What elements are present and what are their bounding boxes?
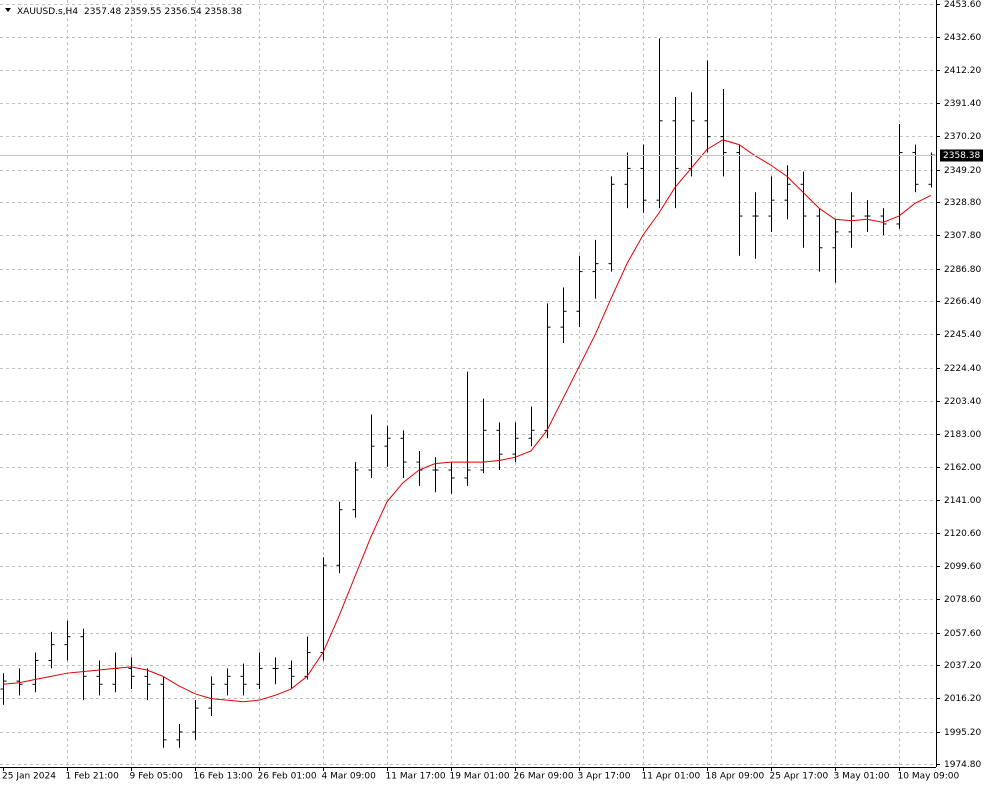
y-tick-label: 2183.00: [944, 430, 981, 440]
symbol-info: XAUUSD.s,H4 2357.48 2359.55 2356.54 2358.38: [17, 7, 242, 17]
quote-high: 2359.55: [124, 7, 161, 17]
y-tick-label: 2245.40: [944, 330, 981, 340]
symbol-menu-arrow[interactable]: [5, 8, 11, 12]
last-price-box: [940, 149, 983, 162]
y-tick-label: 2432.60: [944, 33, 981, 43]
y-tick-label: 1995.20: [944, 728, 981, 738]
y-tick-label: 2391.40: [944, 99, 981, 109]
y-tick-label: 2307.80: [944, 231, 981, 241]
x-tick-label: 19 Mar 01:00: [450, 772, 510, 782]
quote-close: 2358.38: [205, 7, 242, 17]
x-tick-label: 26 Mar 09:00: [514, 772, 574, 782]
y-tick-label: 2370.20: [944, 132, 981, 142]
y-tick-label: 2349.20: [944, 166, 981, 176]
x-tick-label: 3 May 01:00: [834, 772, 890, 782]
y-tick-label: 2057.60: [944, 629, 981, 639]
y-tick-label: 2453.60: [944, 0, 981, 10]
y-tick-label: 2162.00: [944, 463, 981, 473]
y-tick-label: 2412.20: [944, 66, 981, 76]
y-tick-label: 2203.40: [944, 397, 981, 407]
marks: [0, 38, 936, 748]
x-tick-label: 25 Jan 2024: [2, 772, 56, 782]
quote-low: 2356.54: [164, 7, 201, 17]
x-tick-label: 16 Feb 13:00: [194, 772, 253, 782]
y-tick-label: 1974.80: [944, 760, 981, 770]
moving-average: [2, 139, 932, 703]
y-tick-label: 2078.60: [944, 595, 981, 605]
x-tick-label: 25 Apr 17:00: [770, 772, 829, 782]
y-tick-label: 2141.00: [944, 496, 981, 506]
y-tick-label: 2099.60: [944, 562, 981, 572]
x-tick-label: 4 Mar 09:00: [322, 772, 377, 782]
x-tick-label: 11 Mar 17:00: [386, 772, 446, 782]
x-tick-label: 3 Apr 17:00: [578, 772, 631, 782]
x-tick-label: 26 Feb 01:00: [258, 772, 317, 782]
quote-open: 2357.48: [84, 7, 121, 17]
x-tick-label: 10 May 09:00: [898, 772, 960, 782]
x-tick-label: 9 Feb 05:00: [130, 772, 184, 782]
x-tick-label: 1 Feb 21:00: [66, 772, 120, 782]
y-tick-label: 2286.80: [944, 265, 981, 275]
x-tick-label: 11 Apr 01:00: [642, 772, 701, 782]
x-tick-label: 18 Apr 09:00: [706, 772, 765, 782]
y-tick-label: 2328.80: [944, 198, 981, 208]
y-tick-label: 2037.20: [944, 661, 981, 671]
y-tick-label: 2016.20: [944, 694, 981, 704]
last-price-label: 2358.38: [943, 151, 980, 161]
y-tick-label: 2120.60: [944, 529, 981, 539]
y-tick-label: 2266.40: [944, 297, 981, 307]
symbol: XAUUSD.s,H4: [17, 7, 78, 17]
y-tick-label: 2224.40: [944, 364, 981, 374]
